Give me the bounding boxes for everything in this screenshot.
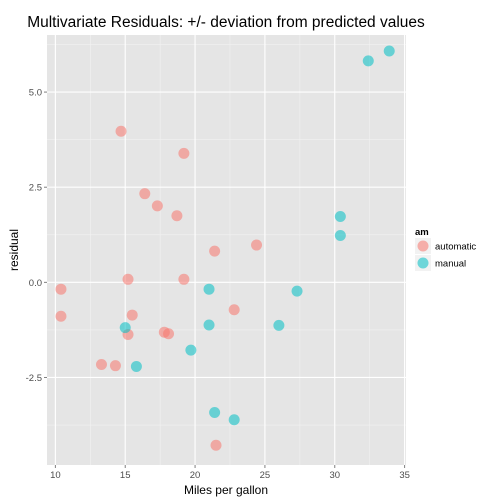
- point-manual: [203, 283, 215, 295]
- point-automatic: [163, 328, 175, 340]
- legend-label-manual: manual: [435, 259, 466, 270]
- x-tick-label: 25: [260, 470, 271, 481]
- legend: am automatic manual: [415, 227, 476, 271]
- point-manual: [334, 230, 346, 242]
- y-tick-label: -2.5: [26, 373, 42, 384]
- point-manual: [119, 322, 131, 334]
- point-automatic: [178, 147, 190, 159]
- point-manual: [209, 406, 221, 418]
- y-axis: -2.5 0.0 2.5 5.0: [26, 88, 47, 384]
- legend-label-automatic: automatic: [435, 242, 476, 253]
- point-automatic: [115, 125, 127, 137]
- y-tick-label: 5.0: [29, 88, 42, 99]
- point-automatic: [109, 360, 121, 372]
- point-automatic: [228, 304, 240, 316]
- point-manual: [185, 344, 197, 356]
- legend-key-automatic: [417, 240, 429, 252]
- minor-grid: [47, 35, 406, 465]
- data-points: [55, 45, 395, 451]
- point-automatic: [95, 359, 107, 371]
- major-grid: [47, 35, 406, 465]
- point-manual: [383, 45, 395, 57]
- point-automatic: [178, 273, 190, 285]
- point-manual: [334, 211, 346, 223]
- point-automatic: [209, 245, 221, 257]
- point-automatic: [251, 239, 263, 251]
- point-automatic: [210, 439, 222, 451]
- point-automatic: [55, 283, 67, 295]
- point-automatic: [151, 200, 163, 212]
- x-tick-label: 15: [120, 470, 131, 481]
- point-automatic: [171, 210, 183, 222]
- y-tick-label: 2.5: [29, 183, 42, 194]
- legend-title: am: [415, 227, 429, 238]
- y-axis-title: residual: [7, 229, 21, 271]
- point-manual: [228, 414, 240, 426]
- point-automatic: [126, 309, 138, 321]
- x-axis-title: Miles per gallon: [184, 483, 268, 497]
- point-manual: [362, 55, 374, 67]
- point-manual: [273, 319, 285, 331]
- chart-title: Multivariate Residuals: +/- deviation fr…: [27, 14, 425, 31]
- point-automatic: [55, 310, 67, 322]
- point-manual: [130, 360, 142, 372]
- y-tick-label: 0.0: [29, 278, 42, 289]
- point-automatic: [139, 188, 151, 200]
- point-manual: [291, 285, 303, 297]
- x-tick-label: 35: [399, 470, 410, 481]
- point-automatic: [122, 273, 134, 285]
- x-tick-label: 20: [190, 470, 201, 481]
- x-tick-label: 30: [329, 470, 340, 481]
- point-manual: [203, 319, 215, 331]
- plot-panel: [47, 35, 406, 465]
- x-axis: 10 15 20 25 30 35: [50, 465, 410, 481]
- x-tick-label: 10: [50, 470, 61, 481]
- legend-key-manual: [417, 257, 429, 269]
